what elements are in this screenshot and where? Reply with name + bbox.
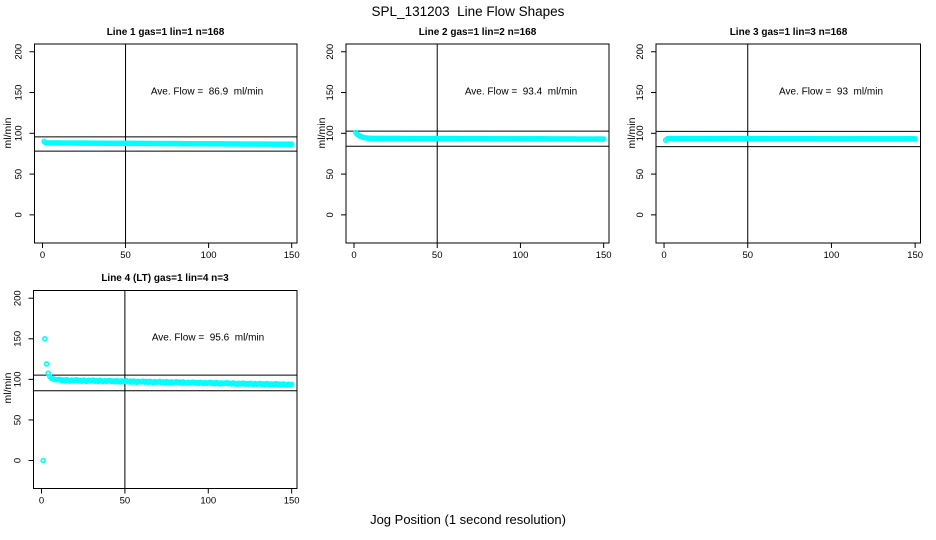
subplot-1-title: Line 1 gas=1 lin=1 n=168 (106, 27, 225, 38)
svg-text:0: 0 (325, 212, 336, 217)
svg-text:0: 0 (661, 250, 666, 261)
subplot-4-avg-flow-annotation: Ave. Flow = 95.6 ml/min (151, 332, 265, 344)
svg-text:200: 200 (14, 44, 25, 60)
svg-text:100: 100 (14, 125, 25, 141)
subplot-3-y-axis-label: ml/min (626, 117, 638, 149)
svg-text:50: 50 (14, 169, 25, 180)
svg-text:150: 150 (596, 250, 612, 261)
svg-text:150: 150 (284, 496, 300, 507)
subplot-1-y-axis-label: ml/min (2, 117, 14, 149)
svg-text:0: 0 (635, 212, 646, 217)
svg-text:0: 0 (39, 496, 44, 507)
svg-text:150: 150 (14, 85, 25, 101)
svg-text:100: 100 (201, 250, 217, 261)
svg-text:100: 100 (635, 125, 646, 141)
svg-text:100: 100 (13, 371, 24, 387)
svg-text:50: 50 (13, 415, 24, 426)
svg-text:150: 150 (13, 331, 24, 347)
svg-text:0: 0 (40, 250, 45, 261)
subplot-3-title: Line 3 gas=1 lin=3 n=168 (729, 27, 848, 38)
svg-text:200: 200 (635, 44, 646, 60)
svg-text:150: 150 (325, 85, 336, 101)
subplot-3-avg-flow-annotation: Ave. Flow = 93 ml/min (778, 86, 884, 98)
chart-title: SPL_131203 Line Flow Shapes (371, 4, 565, 19)
subplot-4-title: Line 4 (LT) gas=1 lin=4 n=3 (101, 273, 229, 284)
svg-text:50: 50 (120, 250, 131, 261)
svg-text:100: 100 (200, 496, 216, 507)
x-axis-label: Jog Position (1 second resolution) (370, 512, 566, 527)
subplot-1-avg-flow-annotation: Ave. Flow = 86.9 ml/min (150, 86, 264, 98)
svg-text:50: 50 (635, 169, 646, 180)
subplot-4-y-axis-label: ml/min (2, 372, 14, 404)
subplot-2-avg-flow-annotation: Ave. Flow = 93.4 ml/min (464, 86, 578, 98)
svg-text:200: 200 (13, 290, 24, 306)
svg-text:50: 50 (325, 169, 336, 180)
svg-text:150: 150 (635, 85, 646, 101)
svg-text:200: 200 (325, 44, 336, 60)
svg-text:100: 100 (325, 125, 336, 141)
svg-text:50: 50 (742, 250, 753, 261)
subplot-2-title: Line 2 gas=1 lin=2 n=168 (418, 27, 537, 38)
svg-text:50: 50 (120, 496, 131, 507)
svg-text:0: 0 (13, 458, 24, 463)
svg-text:150: 150 (284, 250, 300, 261)
subplot-2-y-axis-label: ml/min (316, 117, 328, 149)
svg-text:0: 0 (14, 212, 25, 217)
svg-text:150: 150 (907, 250, 923, 261)
svg-text:50: 50 (432, 250, 443, 261)
svg-text:100: 100 (513, 250, 529, 261)
svg-text:100: 100 (824, 250, 840, 261)
svg-text:0: 0 (351, 250, 356, 261)
